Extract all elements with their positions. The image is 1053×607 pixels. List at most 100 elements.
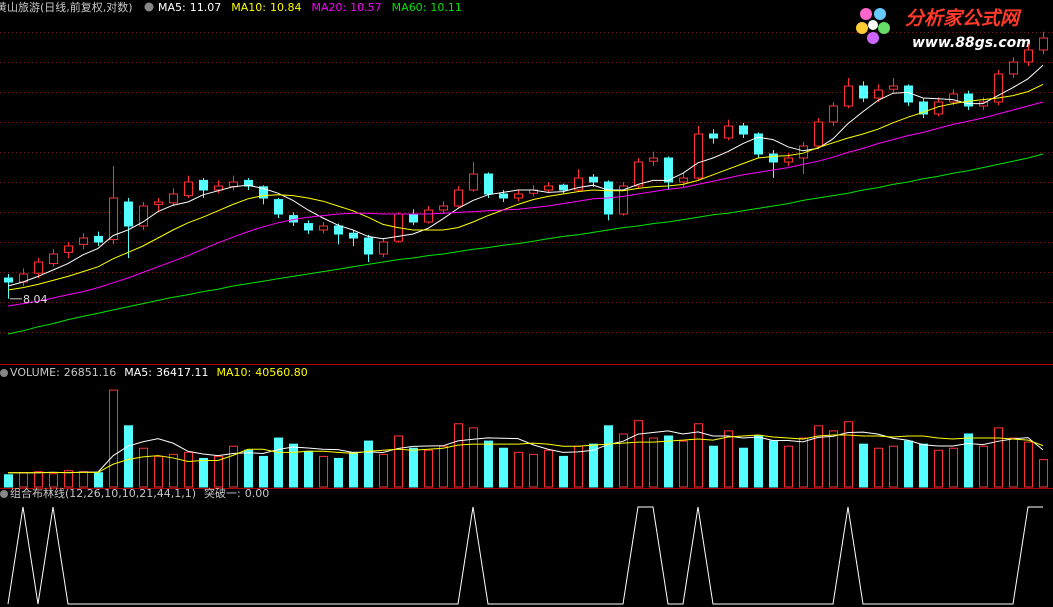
candle-body	[124, 201, 133, 227]
volume-bar	[199, 457, 208, 488]
volume-bar	[964, 433, 973, 488]
legend-name: MA10:	[217, 366, 252, 379]
volume-bar	[469, 427, 478, 488]
legend: MA5: 11.07 MA10: 10.84 MA20: 10.57 MA60: 10.11	[158, 1, 462, 14]
candle-body	[514, 193, 523, 199]
volume-bar	[589, 443, 598, 488]
candle-body	[154, 201, 163, 205]
legend-value: 11.07	[190, 1, 222, 14]
pane-title: 组合布林线(12,26,10,10,21,44,1,1)	[10, 486, 196, 500]
volume-bar	[769, 440, 778, 488]
legend-name: 突破一:	[204, 486, 241, 500]
logo-title: 分析家公式网	[905, 8, 1022, 30]
legend-value: 10.84	[270, 1, 302, 14]
volume-bar	[244, 449, 253, 488]
logo-petal	[856, 22, 868, 34]
candle-body	[634, 161, 643, 187]
volume-bar	[529, 453, 538, 488]
volume-bar	[544, 449, 553, 488]
candle-body	[1009, 61, 1018, 75]
candle-body	[139, 205, 148, 227]
logo-petal	[867, 32, 879, 44]
candle-body	[199, 179, 208, 191]
candle-body	[184, 181, 193, 197]
volume-bar	[754, 435, 763, 488]
volume-bar	[454, 423, 463, 488]
volume-bar	[1009, 437, 1018, 488]
legend-value: 36417.11	[156, 366, 209, 379]
logo-url: www.88gs.com	[912, 35, 1031, 51]
volume-bar	[919, 443, 928, 488]
volume-bar	[949, 447, 958, 488]
volume-bar	[139, 447, 148, 488]
volume-bar	[994, 427, 1003, 488]
candle-body	[919, 101, 928, 115]
candle-body	[79, 237, 88, 245]
candle-body	[244, 179, 253, 187]
volume-bar	[394, 435, 403, 488]
candle-body	[724, 125, 733, 139]
volume-bar	[514, 451, 523, 488]
legend: 组合布林线(12,26,10,10,21,44,1,1) 突破一: 0.00	[10, 486, 269, 500]
legend-name: MA5:	[158, 1, 186, 14]
volume-bar	[19, 472, 28, 488]
legend-name: MA20:	[311, 1, 346, 14]
volume-bar	[184, 451, 193, 488]
candle-body	[1024, 49, 1033, 63]
volume-bar	[274, 437, 283, 488]
volume-bar	[979, 445, 988, 488]
candle-body	[439, 205, 448, 211]
volume-bar	[904, 440, 913, 488]
header-icon	[0, 369, 8, 377]
candle-body	[484, 173, 493, 195]
volume-bar	[559, 455, 568, 488]
candle-body	[889, 85, 898, 90]
candle-body	[559, 184, 568, 191]
candle-body	[424, 209, 433, 223]
logo-petal	[860, 8, 872, 20]
volume-bar	[1024, 441, 1033, 488]
pane-title: VOLUME:	[10, 366, 60, 379]
volume-bar	[319, 455, 328, 488]
candle-body	[334, 225, 343, 235]
volume-bar	[349, 451, 358, 488]
candle-body	[49, 253, 58, 265]
volume-bar	[889, 445, 898, 488]
volume-bar	[424, 449, 433, 488]
volume-bar	[694, 423, 703, 488]
volume-bar	[364, 440, 373, 488]
candle-body	[469, 173, 478, 191]
candle-body	[769, 153, 778, 163]
candle-body	[829, 105, 838, 123]
volume-bar	[289, 443, 298, 488]
candle-body	[64, 245, 73, 253]
candle-body	[994, 73, 1003, 103]
volume-bar	[859, 443, 868, 488]
ma-line	[7, 83, 1044, 291]
legend-value: 0.00	[245, 487, 270, 500]
candle-body	[814, 121, 823, 147]
candle-body	[34, 261, 43, 274]
candle-body	[874, 89, 883, 99]
legend: VOLUME: 26851.16 MA5: 36417.11 MA10: 40560.80	[10, 366, 308, 379]
header-icon	[144, 2, 154, 12]
candle-body	[94, 235, 103, 243]
candle-body	[574, 177, 583, 191]
volume-bar	[49, 473, 58, 488]
candle-body	[274, 199, 283, 215]
logo: 分析家公式网 www.88gs.com	[856, 8, 1031, 51]
candle-body	[379, 241, 388, 255]
legend-name: MA60:	[392, 1, 427, 14]
ma-line	[7, 506, 1043, 605]
volume-bar	[124, 425, 133, 488]
legend-name: MA10:	[231, 1, 266, 14]
volume-bar	[814, 425, 823, 488]
candle-body	[649, 157, 658, 162]
legend-value: 10.11	[430, 1, 462, 14]
volume-bar	[484, 440, 493, 488]
volume-bar	[259, 455, 268, 488]
candle-body	[964, 93, 973, 107]
legend-name: MA5:	[124, 366, 152, 379]
